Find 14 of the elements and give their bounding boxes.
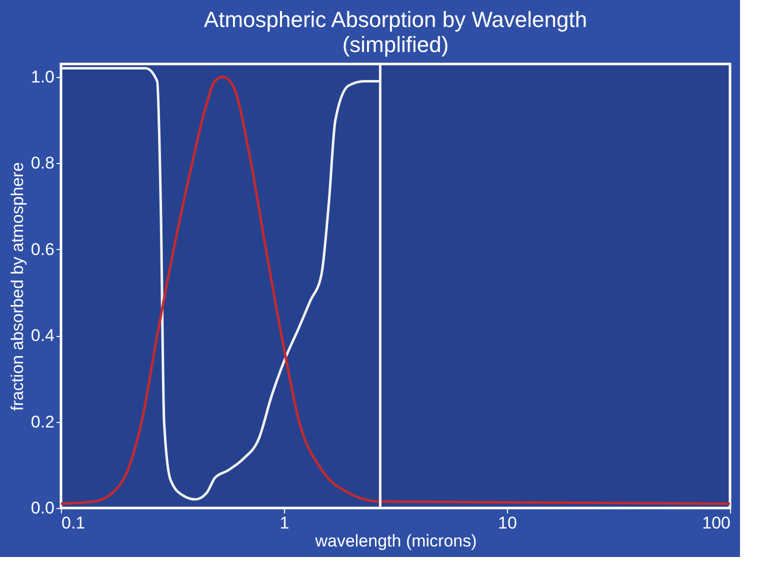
- x-tick-label: 100: [702, 514, 730, 532]
- y-tick-label: 0.2: [30, 412, 54, 432]
- y-axis-title: fraction absorbed by atmosphere: [8, 162, 27, 411]
- y-tick-label: 0.0: [30, 498, 54, 518]
- x-tick-label: 10: [498, 514, 517, 532]
- x-axis-title: wavelength (microns): [314, 532, 477, 550]
- x-tick-label: 1: [280, 514, 290, 532]
- chart-subtitle: (simplified): [342, 32, 449, 57]
- y-tick-label: 0.4: [30, 326, 54, 346]
- y-tick-label: 1.0: [30, 67, 54, 86]
- y-tick-label: 0.8: [30, 154, 54, 173]
- y-tick-label: 0.6: [30, 240, 54, 259]
- x-tick-label: 0.1: [62, 514, 86, 532]
- chart-title: Atmospheric Absorption by Wavelength: [204, 6, 588, 32]
